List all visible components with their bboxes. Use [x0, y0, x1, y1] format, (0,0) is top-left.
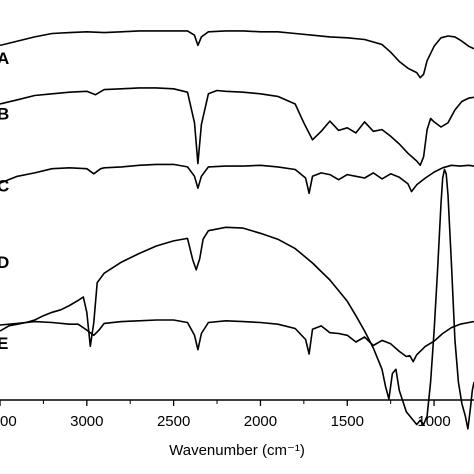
x-axis-label: Wavenumber (cm⁻¹)	[169, 442, 305, 459]
x-tick-label-2000: 2000	[244, 413, 277, 430]
x-tick-label-1000: 1000	[417, 413, 450, 430]
series-label-a: A	[0, 49, 9, 68]
x-tick-label-3500: 3500	[0, 413, 17, 430]
series-label-b: B	[0, 104, 9, 123]
x-tick-label-2500: 2500	[157, 413, 190, 430]
series-label-c: C	[0, 177, 9, 196]
spectrum-line-b	[0, 87, 474, 167]
x-tick-label-1500: 1500	[331, 413, 364, 430]
series-label-d: D	[0, 253, 9, 272]
spectrum-line-c	[0, 163, 474, 195]
series-label-layer: A B C D E	[0, 49, 9, 353]
spectrum-line-a	[0, 30, 474, 79]
series-label-e: E	[0, 334, 8, 353]
x-tick-label-3000: 3000	[70, 413, 103, 430]
series-layer	[0, 30, 474, 430]
x-axis-ticks: 3500 3000 2500 2000 1500 1000	[0, 400, 451, 430]
spectrum-line-d	[0, 168, 474, 430]
spectrum-line-e	[0, 319, 474, 363]
